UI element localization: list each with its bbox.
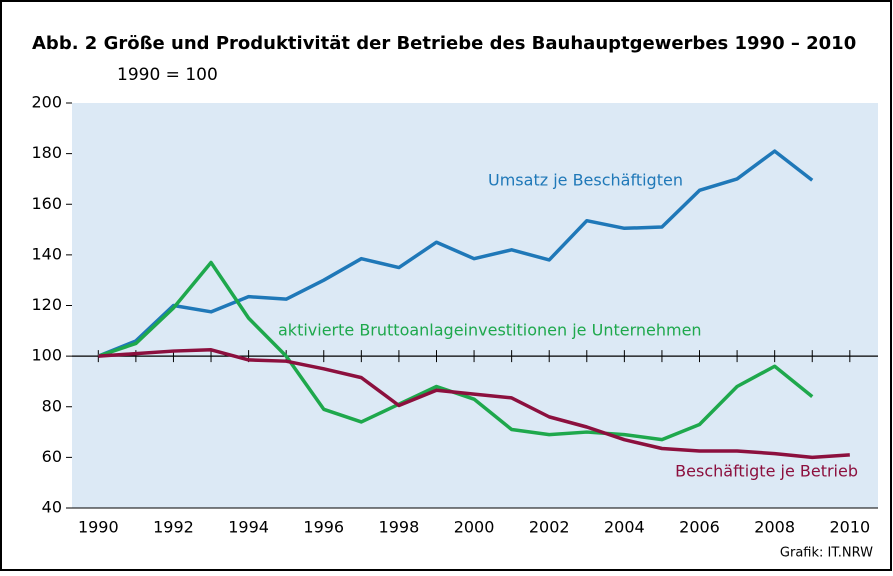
series-line bbox=[97, 149, 814, 358]
x-tick-label: 2006 bbox=[679, 518, 720, 537]
x-tick-label: 1994 bbox=[228, 518, 269, 537]
source: Grafik: IT.NRW bbox=[780, 546, 873, 561]
y-tick-label: 40 bbox=[42, 498, 62, 517]
y-tick-label: 80 bbox=[42, 396, 62, 415]
y-tick-label: 120 bbox=[31, 295, 62, 314]
y-tick-label: 200 bbox=[31, 93, 62, 112]
x-tick-label: 2000 bbox=[454, 518, 495, 537]
y-tick-label: 60 bbox=[42, 447, 62, 466]
y-tick-label: 140 bbox=[31, 244, 62, 263]
series-label: Umsatz je Beschäftigten bbox=[488, 171, 683, 190]
x-tick-label: 2002 bbox=[529, 518, 570, 537]
x-tick-label: 1996 bbox=[303, 518, 344, 537]
x-tick-label: 1998 bbox=[379, 518, 420, 537]
y-tick-label: 160 bbox=[31, 194, 62, 213]
x-tick-label: 2008 bbox=[754, 518, 795, 537]
x-tick-label: 1990 bbox=[78, 518, 119, 537]
plot-area bbox=[72, 103, 878, 508]
chart-subtitle: 1990 = 100 bbox=[117, 65, 218, 85]
x-tick-label: 1992 bbox=[153, 518, 194, 537]
series-line bbox=[98, 348, 850, 460]
x-tick-label: 2010 bbox=[829, 518, 870, 537]
chart-title: Abb. 2 Größe und Produktivität der Betri… bbox=[32, 33, 856, 54]
series-label: Beschäftigte je Betrieb bbox=[675, 462, 858, 481]
x-tick-label: 2004 bbox=[604, 518, 645, 537]
y-tick-label: 180 bbox=[31, 143, 62, 162]
y-tick-label: 100 bbox=[31, 346, 62, 365]
series-label: aktivierte Bruttoanlageinvestitionen je … bbox=[278, 321, 702, 340]
